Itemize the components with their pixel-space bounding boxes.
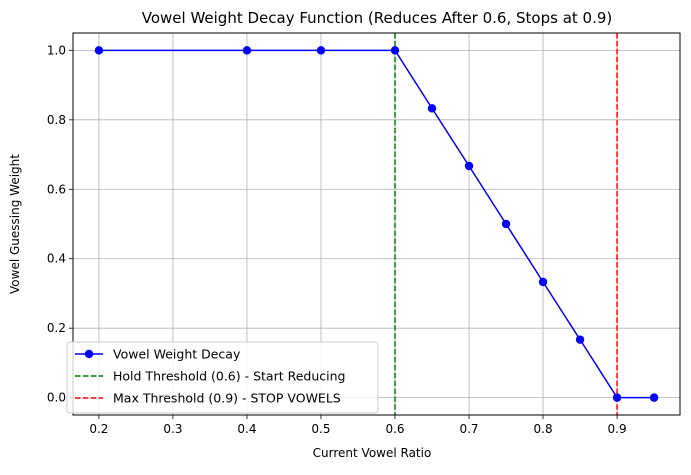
legend-label: Vowel Weight Decay [113, 347, 241, 362]
x-axis-label: Current Vowel Ratio [313, 446, 432, 460]
data-point [242, 46, 252, 55]
legend: Vowel Weight Decay Hold Threshold (0.6) -… [66, 341, 379, 414]
x-tick-label: 0.7 [459, 422, 478, 436]
data-point [316, 46, 326, 55]
y-tick-label: 0.8 [47, 113, 66, 127]
data-point [390, 46, 400, 55]
x-tick-label: 0.9 [608, 422, 627, 436]
axis-ticks: 0.2 0.3 0.4 0.5 0.6 0.7 0.8 0.9 0.0 0.2 0.4 0.6 0.8 1… [47, 43, 627, 436]
series-layer [94, 46, 659, 402]
y-tick-label: 0.4 [47, 252, 66, 266]
x-tick-label: 0.5 [311, 422, 330, 436]
x-tick-label: 0.4 [237, 422, 256, 436]
data-point [94, 46, 104, 55]
data-point [501, 219, 511, 229]
data-point [427, 104, 437, 113]
legend-label: Max Threshold (0.9) - STOP VOWELS [113, 391, 341, 406]
legend-marker-swatch [84, 349, 94, 359]
data-point [464, 161, 474, 171]
y-tick-label: 1.0 [47, 43, 66, 57]
legend-box [66, 341, 379, 414]
y-axis-label: Vowel Guessing Weight [8, 154, 22, 294]
data-point [612, 393, 622, 402]
y-tick-label: 0.2 [47, 321, 66, 335]
x-tick-label: 0.8 [534, 422, 553, 436]
legend-label: Hold Threshold (0.6) - Start Reducing [113, 369, 345, 384]
data-point [538, 277, 548, 287]
chart-title: Vowel Weight Decay Function (Reduces Aft… [142, 9, 613, 27]
data-point [575, 335, 585, 344]
y-tick-label: 0.0 [47, 391, 66, 405]
y-tick-label: 0.6 [47, 182, 66, 196]
x-tick-label: 0.3 [163, 422, 182, 436]
data-point [649, 393, 659, 402]
x-tick-label: 0.6 [385, 422, 404, 436]
x-tick-label: 0.2 [89, 422, 108, 436]
threshold-lines [394, 33, 618, 415]
plot-frame [72, 32, 681, 416]
